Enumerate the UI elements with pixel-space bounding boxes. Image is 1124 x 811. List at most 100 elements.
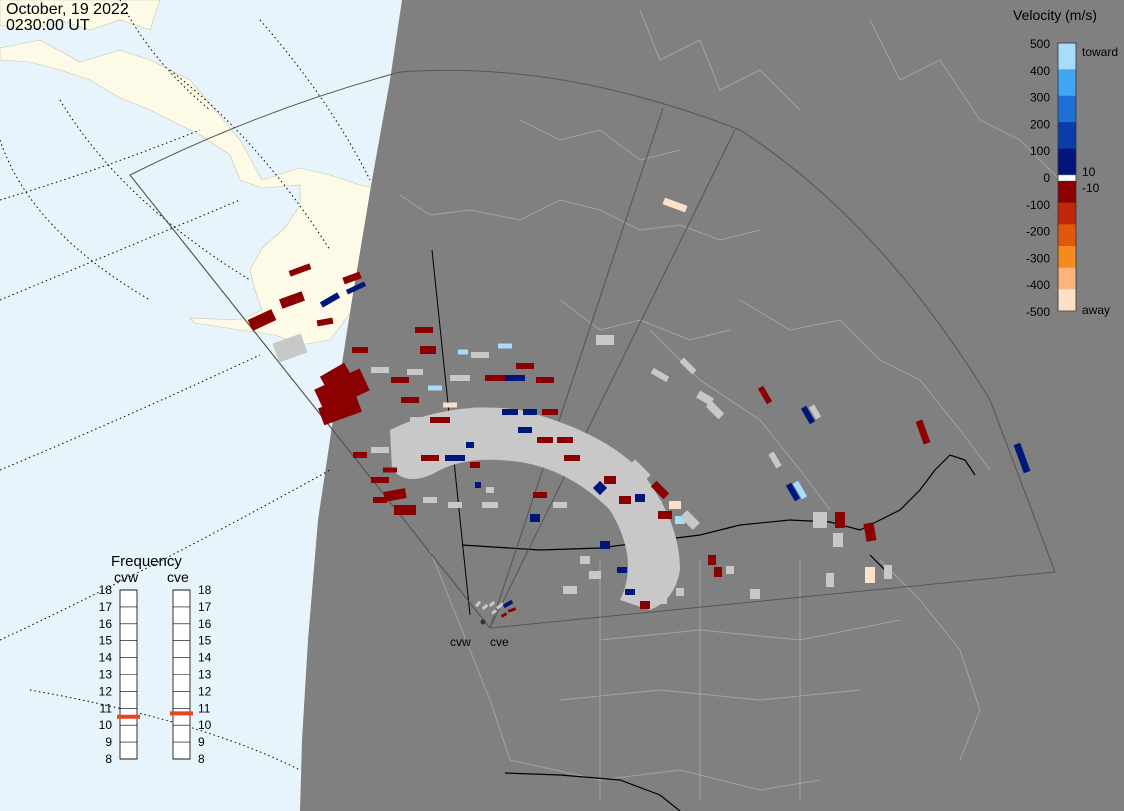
scatter-cell <box>542 409 558 415</box>
scatter-cell <box>596 335 614 345</box>
scatter-cell <box>391 377 409 383</box>
colorbar-away-label: away <box>1082 303 1110 317</box>
frequency-marker-cvw <box>117 714 140 719</box>
scatter-cell <box>342 271 362 285</box>
scatter-cell <box>353 452 367 458</box>
scatter-cell <box>557 437 573 443</box>
scatter-cell <box>658 511 672 519</box>
scatter-cell <box>650 480 670 500</box>
scatter-cell <box>604 476 616 484</box>
scatter-cell <box>481 603 489 611</box>
colorbar-swatch <box>1058 202 1076 225</box>
frequency-scale-label: 13 <box>99 668 113 682</box>
fov-outline <box>129 69 1056 629</box>
scatter-cell <box>316 317 334 327</box>
colorbar-tick-label: 0 <box>1043 171 1050 185</box>
scatter-cell <box>835 512 845 528</box>
scatter-cell <box>448 502 462 508</box>
continent-outlines <box>399 9 1061 800</box>
latitude-grid <box>0 0 371 771</box>
scatter-cell <box>498 343 512 349</box>
scatter-cell <box>826 573 834 587</box>
frequency-scale-label: 14 <box>99 651 113 665</box>
scatter-cell <box>394 505 416 515</box>
colorbar-tick-label: -500 <box>1026 305 1050 319</box>
colorbar-swatch <box>1058 289 1076 312</box>
scatter-cell <box>884 565 892 579</box>
fov-line-west-2 <box>129 174 491 629</box>
scatter-cell <box>507 607 517 613</box>
frequency-scale-label: 10 <box>198 718 212 732</box>
colorbar-tick-label: -300 <box>1026 251 1050 265</box>
scatter-cell <box>352 347 368 353</box>
scatter-cell <box>708 555 716 565</box>
scatter-cell <box>635 494 645 502</box>
radar-site-label-cvw: cvw <box>450 635 471 649</box>
scatter-cell <box>625 589 635 595</box>
scatter-cell <box>564 455 580 461</box>
frequency-scale-label: 17 <box>198 600 212 614</box>
frequency-scale-label: 17 <box>99 600 113 614</box>
colorbar-swatch <box>1058 43 1076 70</box>
colorbar-swatch <box>1058 267 1076 290</box>
scatter-cell <box>676 588 684 596</box>
scatter-cell <box>792 480 808 500</box>
scatter-cell <box>407 369 423 375</box>
scatter-cell <box>482 502 498 508</box>
colorbar-tick-label: 500 <box>1030 37 1050 51</box>
scatter-cell <box>696 390 714 406</box>
scatter-cell <box>633 557 647 563</box>
colorbar-tick-label: 400 <box>1030 64 1050 78</box>
scatter-cell <box>485 375 505 381</box>
scatter-cell <box>473 407 487 413</box>
colorbar-tick-label: 200 <box>1030 117 1050 131</box>
scatter-cell <box>279 291 305 309</box>
colorbar-inner-tick-minus10: -10 <box>1082 181 1100 195</box>
scatter-cell <box>458 349 468 355</box>
scatter-cell <box>401 397 419 403</box>
colorbar-frame <box>1057 42 1077 312</box>
scatter-cell <box>669 501 681 509</box>
scatter-cell <box>653 596 667 604</box>
colorbar-tick-label: -100 <box>1026 198 1050 212</box>
scatter-cell <box>537 437 553 443</box>
scatter-cell <box>272 333 308 363</box>
scatter-cell <box>462 422 478 428</box>
scatter-cell <box>750 589 760 599</box>
scatter-cell <box>785 482 801 502</box>
scatter-cell <box>675 516 685 524</box>
frequency-scale-label: 13 <box>198 668 212 682</box>
colorbar-toward-label: toward <box>1082 45 1118 59</box>
scatter-cell <box>403 459 417 465</box>
scatter-cell <box>629 459 651 481</box>
colorbar-swatch <box>1058 246 1076 269</box>
scatter-cell <box>563 586 577 594</box>
scatter-cell <box>502 409 518 415</box>
scatter-cell <box>474 600 482 608</box>
colorbar-swatch <box>1058 95 1076 123</box>
scatter-cell <box>371 477 389 483</box>
scatter-cell <box>428 385 442 391</box>
scatter-cell <box>493 422 507 428</box>
scatter-cell <box>420 346 436 354</box>
frequency-title: Frequency <box>111 553 182 570</box>
scatter-cell <box>865 567 875 583</box>
scatter-cell <box>423 497 437 503</box>
colorbar-swatch-zero <box>1057 174 1077 182</box>
frequency-scale-label: 16 <box>198 617 212 631</box>
colorbar-swatch <box>1058 148 1076 176</box>
frequency-scale-label: 18 <box>198 583 212 597</box>
scatter-cell <box>319 362 351 388</box>
frequency-scale-label: 9 <box>105 735 112 749</box>
scatter-layer <box>247 197 1031 618</box>
scatter-cell <box>813 512 827 528</box>
scatter-cell <box>247 309 277 331</box>
frequency-scale-label: 11 <box>100 701 113 715</box>
scatter-cell <box>533 492 547 498</box>
scatter-cell <box>466 442 474 448</box>
colorbar-tick-label: -200 <box>1026 225 1050 239</box>
scatter-cell <box>383 467 397 473</box>
frequency-scale-label: 11 <box>198 701 211 715</box>
